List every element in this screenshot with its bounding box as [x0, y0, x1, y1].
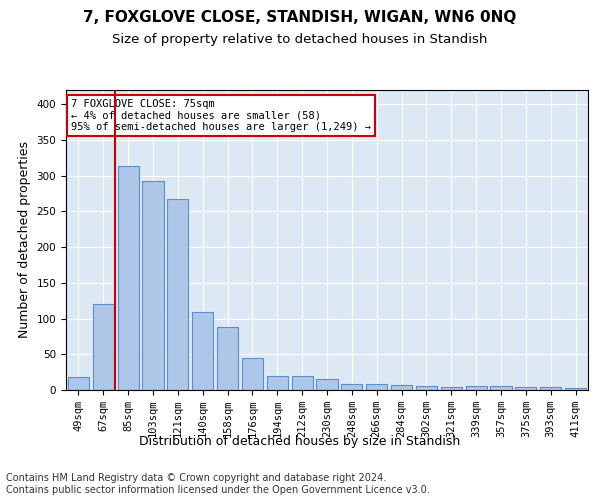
Bar — [167, 200, 188, 390]
Bar — [466, 386, 487, 390]
Text: 7, FOXGLOVE CLOSE, STANDISH, WIGAN, WN6 0NQ: 7, FOXGLOVE CLOSE, STANDISH, WIGAN, WN6 … — [83, 10, 517, 25]
Bar — [267, 376, 288, 390]
Bar — [515, 387, 536, 390]
Bar — [192, 312, 213, 390]
Y-axis label: Number of detached properties: Number of detached properties — [18, 142, 31, 338]
Text: 7 FOXGLOVE CLOSE: 75sqm
← 4% of detached houses are smaller (58)
95% of semi-det: 7 FOXGLOVE CLOSE: 75sqm ← 4% of detached… — [71, 99, 371, 132]
Bar — [441, 387, 462, 390]
Bar — [118, 166, 139, 390]
Bar — [391, 385, 412, 390]
Bar — [416, 386, 437, 390]
Bar — [242, 358, 263, 390]
Text: Distribution of detached houses by size in Standish: Distribution of detached houses by size … — [139, 435, 461, 448]
Bar — [565, 388, 586, 390]
Bar — [68, 377, 89, 390]
Bar — [93, 304, 114, 390]
Bar — [366, 384, 387, 390]
Bar — [490, 386, 512, 390]
Bar — [217, 327, 238, 390]
Text: Size of property relative to detached houses in Standish: Size of property relative to detached ho… — [112, 32, 488, 46]
Bar — [316, 380, 338, 390]
Bar — [540, 387, 561, 390]
Bar — [292, 376, 313, 390]
Text: Contains HM Land Registry data © Crown copyright and database right 2024.
Contai: Contains HM Land Registry data © Crown c… — [6, 474, 430, 495]
Bar — [341, 384, 362, 390]
Bar — [142, 180, 164, 390]
